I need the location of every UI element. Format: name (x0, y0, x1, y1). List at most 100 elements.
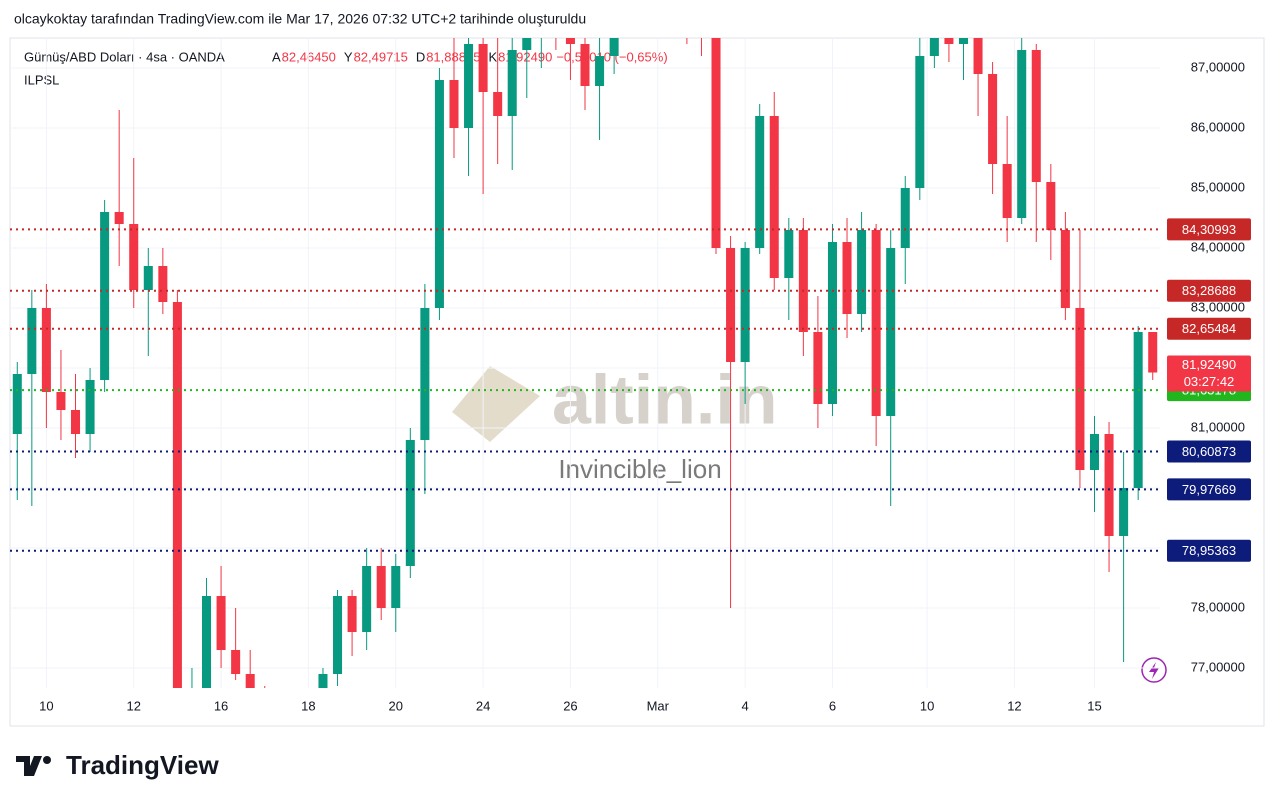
candle-body (70, 410, 81, 435)
x-tick-label: 26 (563, 698, 577, 713)
candle-body (711, 38, 721, 249)
x-tick-label: 12 (1007, 698, 1021, 713)
candle-body (172, 302, 182, 688)
candle-body (434, 80, 444, 309)
countdown: 03:27:42 (1184, 374, 1235, 389)
watermark-text: altin.in (552, 360, 778, 438)
author: Invincible_lion (558, 454, 721, 484)
candle-body (1104, 434, 1114, 537)
x-tick-label: 12 (126, 698, 140, 713)
indicator: ILPSL (24, 72, 59, 87)
x-tick-label: 10 (39, 698, 53, 713)
legend-value: 82,49715 (354, 49, 408, 64)
legend-key: K (488, 49, 497, 64)
candle-body (857, 230, 867, 315)
candle-body (595, 56, 605, 87)
candle-body (333, 596, 343, 675)
y-tick-label: 86,00000 (1191, 119, 1245, 134)
candle-body (260, 710, 269, 728)
candle-body (493, 92, 503, 117)
alert-icon-bolt (1149, 662, 1159, 679)
candle-body (216, 596, 226, 651)
candle-body (449, 80, 459, 129)
candle-body (1148, 332, 1158, 373)
candle-body (1133, 332, 1143, 489)
legend-value: 81,92490 (498, 49, 552, 64)
candle-body (565, 38, 575, 45)
level-label: 78,95363 (1182, 543, 1236, 558)
candle-body (187, 692, 196, 698)
y-tick-label: 78,00000 (1191, 599, 1245, 614)
candle-body (769, 116, 779, 279)
x-tick-label: 6 (829, 698, 836, 713)
candle-body (362, 566, 372, 633)
candle-body (900, 188, 910, 249)
logo-dot (43, 756, 51, 764)
y-tick-label: 81,00000 (1191, 419, 1245, 434)
watermark-logo (452, 366, 540, 442)
chart-frame (9, 37, 1265, 727)
candle-body (245, 674, 255, 688)
y-tick-label: 87,00000 (1191, 59, 1245, 74)
level-tag (1167, 478, 1251, 501)
candle-body (682, 0, 691, 8)
x-tick-label: 4 (742, 698, 749, 713)
level-label: 80,60873 (1182, 444, 1236, 459)
level-label: 79,97669 (1182, 482, 1236, 497)
candle-body (391, 566, 401, 609)
x-tick-label: 24 (476, 698, 490, 713)
candle-body (376, 566, 386, 609)
candle-body (1046, 182, 1056, 231)
footer: TradingView (66, 750, 219, 780)
candle-body (1119, 488, 1129, 537)
y-tick-label: 85,00000 (1191, 179, 1245, 194)
candle-body (755, 116, 765, 249)
level-label: 84,30993 (1182, 222, 1236, 237)
candle-body (813, 332, 823, 405)
candle-body (158, 266, 168, 303)
footer-logo: TradingView (16, 750, 219, 780)
logo-mark (16, 756, 42, 776)
level-tag (1167, 218, 1251, 241)
y-tick-label: 77,00000 (1191, 659, 1245, 674)
candle-body (85, 380, 95, 435)
candle-body (27, 308, 37, 375)
x-tick-label: 10 (920, 698, 934, 713)
candle-body (988, 74, 998, 165)
candle-body (609, 38, 619, 57)
x-tick-label: 18 (301, 698, 315, 713)
candle-body (726, 248, 736, 363)
level-tag (1167, 317, 1251, 340)
candle-body (915, 56, 925, 189)
x-tick-label: Mar (647, 698, 670, 713)
level-label: 83,28688 (1182, 283, 1236, 298)
candle-body (871, 230, 881, 417)
candle-body (1089, 434, 1100, 471)
candle-body (202, 596, 212, 688)
candle-body (1017, 50, 1027, 219)
x-tick-label: 15 (1087, 698, 1101, 713)
candle-body (784, 230, 794, 279)
candle-body (347, 596, 357, 633)
legend-key: A (272, 49, 281, 64)
candle-body (798, 230, 808, 333)
candle-body (740, 248, 750, 363)
last-price-label: 81,92490 (1182, 357, 1236, 372)
candle-body (464, 44, 474, 129)
candle-body (958, 38, 968, 45)
candle-body (231, 650, 241, 675)
candle-body (129, 224, 139, 291)
candle-body (522, 38, 532, 51)
candles (12, 0, 1158, 734)
y-tick-label: 84,00000 (1191, 239, 1245, 254)
candle-body (420, 308, 430, 441)
candle-body (289, 722, 298, 734)
candle-body (827, 242, 837, 405)
candle-body (114, 212, 124, 225)
candle-body (507, 50, 517, 117)
candle-body (1002, 164, 1012, 219)
candle-body (624, 0, 633, 8)
candle-body (12, 374, 22, 435)
